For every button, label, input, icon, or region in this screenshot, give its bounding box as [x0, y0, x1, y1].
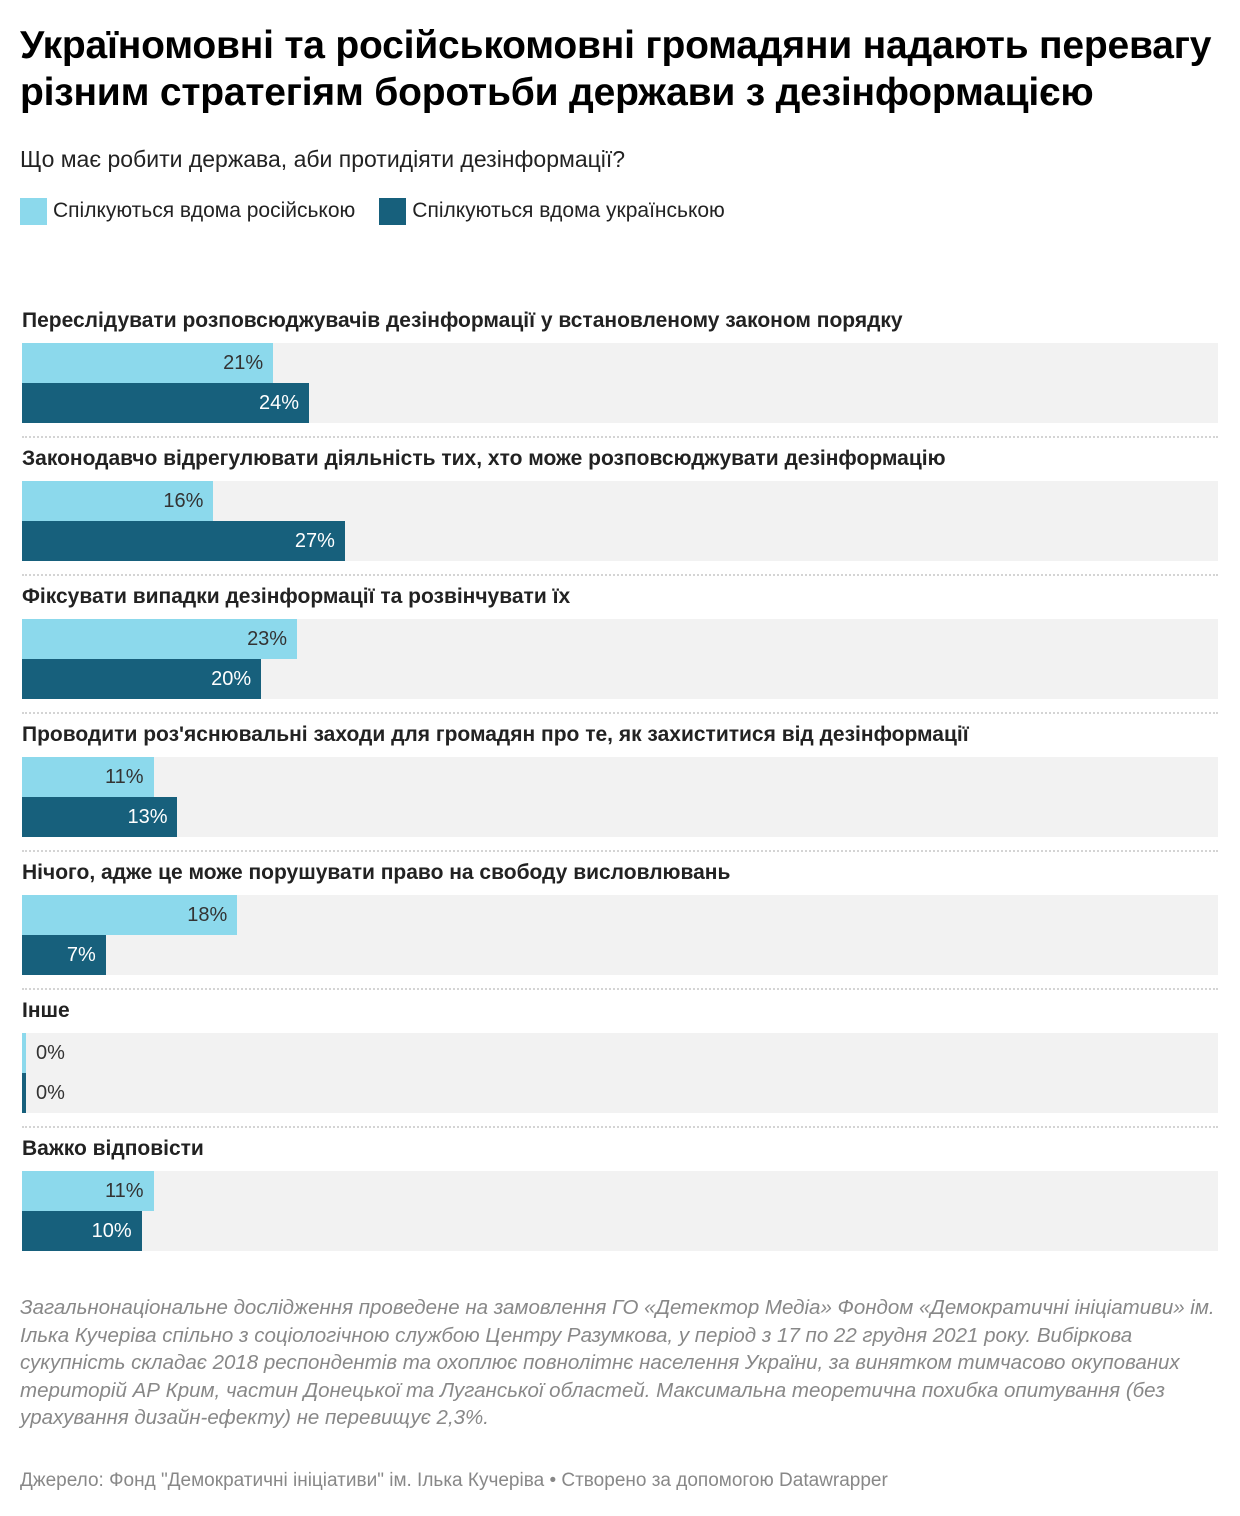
- value-label: 27%: [294, 530, 335, 552]
- bar-track: 18%: [22, 895, 1218, 935]
- value-label: 13%: [127, 806, 168, 828]
- bar: [22, 619, 298, 659]
- bar-track: 10%: [22, 1211, 1218, 1251]
- legend: Спілкуються вдома російською Спілкуються…: [20, 196, 1220, 226]
- category-group: Переслідувати розповсюджувачів дезінформ…: [22, 306, 1218, 444]
- category-label: Законодавчо відрегулювати діяльність тих…: [22, 447, 946, 470]
- footer-note: Загальнонаціональне дослідження проведен…: [20, 1296, 1215, 1429]
- category-label: Фіксувати випадки дезінформації та розві…: [22, 585, 571, 608]
- bar-track: 16%: [22, 481, 1218, 521]
- bar-track: 0%: [22, 1073, 1218, 1113]
- group-divider: [22, 436, 1218, 438]
- category-label: Проводити роз'яснювальні заходи для гром…: [22, 723, 969, 746]
- legend-swatch-russian: [20, 197, 47, 225]
- category-label: Переслідувати розповсюджувачів дезінформ…: [22, 309, 903, 332]
- bar-track: 11%: [22, 757, 1218, 797]
- legend-label-ukrainian: Спілкуються вдома українською: [412, 199, 725, 222]
- value-label: 20%: [211, 668, 252, 690]
- chart-header: Україномовні та російськомовні громадяни…: [20, 22, 1220, 226]
- bar: [22, 895, 238, 935]
- bar-track: 27%: [22, 521, 1218, 561]
- group-divider: [22, 574, 1218, 576]
- bar: [22, 935, 106, 975]
- bar-track: 0%: [22, 1033, 1218, 1073]
- legend-item-ukrainian: Спілкуються вдома українською: [379, 197, 725, 225]
- chart-title: Україномовні та російськомовні громадяни…: [20, 24, 1212, 114]
- value-label: 0%: [36, 1082, 65, 1104]
- category-group: Важко відповісти 11% 10%: [22, 1134, 1218, 1272]
- bar: [22, 1033, 26, 1073]
- category-group: Проводити роз'яснювальні заходи для гром…: [22, 720, 1218, 858]
- category-label: Важко відповісти: [22, 1137, 204, 1160]
- group-divider: [22, 712, 1218, 714]
- category-group: Законодавчо відрегулювати діяльність тих…: [22, 444, 1218, 582]
- bar: [22, 383, 310, 423]
- bar: [22, 343, 274, 383]
- bar: [22, 757, 154, 797]
- legend-swatch-ukrainian: [379, 197, 407, 225]
- value-label: 21%: [223, 352, 264, 374]
- group-divider: [22, 988, 1218, 990]
- bar: [22, 797, 178, 837]
- bar-chart: Переслідувати розповсюджувачів дезінформ…: [22, 306, 1218, 1272]
- value-label: 11%: [105, 766, 144, 788]
- value-label: 24%: [259, 392, 300, 414]
- value-label: 23%: [247, 628, 288, 650]
- bar-track: 7%: [22, 935, 1218, 975]
- bar-track: 20%: [22, 659, 1218, 699]
- footer-source: Джерело: Фонд "Демократичні ініціативи" …: [20, 1470, 888, 1491]
- bar-track: 13%: [22, 797, 1218, 837]
- category-group: Інше 0% 0%: [22, 996, 1218, 1134]
- category-label: Нічого, адже це може порушувати право на…: [22, 861, 731, 884]
- bar: [22, 659, 262, 699]
- legend-item-russian: Спілкуються вдома російською: [20, 197, 356, 225]
- bar-track: 11%: [22, 1171, 1218, 1211]
- value-label: 7%: [66, 944, 96, 966]
- category-group: Фіксувати випадки дезінформації та розві…: [22, 582, 1218, 720]
- bar: [22, 1211, 142, 1251]
- value-label: 0%: [36, 1042, 65, 1064]
- value-label: 16%: [163, 490, 204, 512]
- bar: [22, 1073, 26, 1113]
- category-group: Нічого, адже це може порушувати право на…: [22, 858, 1218, 996]
- group-divider: [22, 1126, 1218, 1128]
- value-label: 11%: [105, 1180, 144, 1202]
- legend-label-russian: Спілкуються вдома російською: [53, 199, 356, 222]
- chart-subtitle: Що має робити держава, аби протидіяти де…: [20, 146, 626, 172]
- bar-track: 21%: [22, 343, 1218, 383]
- bar-track: 23%: [22, 619, 1218, 659]
- value-label: 18%: [187, 904, 228, 926]
- bar: [22, 481, 214, 521]
- bar: [22, 521, 345, 561]
- group-divider: [22, 850, 1218, 852]
- bar: [22, 1171, 154, 1211]
- value-label: 10%: [91, 1220, 132, 1242]
- category-label: Інше: [22, 999, 70, 1022]
- bar-track: 24%: [22, 383, 1218, 423]
